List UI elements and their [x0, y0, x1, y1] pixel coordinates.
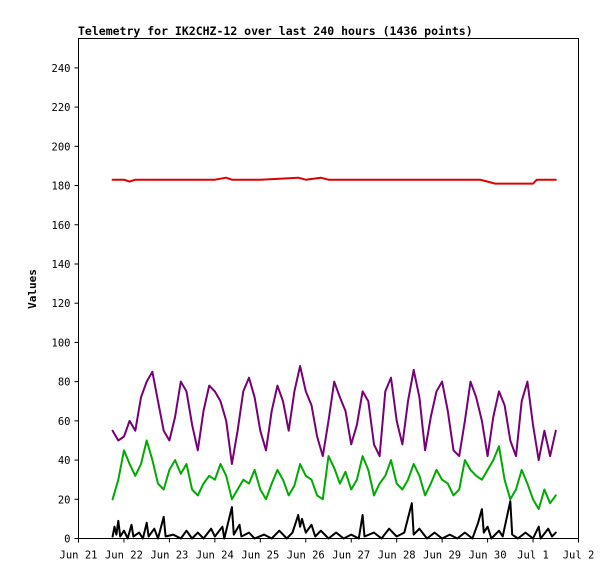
- series-line-4: [111, 500, 557, 540]
- y-tick-label: 20: [58, 494, 71, 506]
- y-tick-label: 120: [52, 298, 71, 310]
- y-tick-label: 220: [52, 102, 71, 114]
- series-lines: [111, 176, 557, 540]
- x-tick-label: Jun 21: [60, 550, 98, 562]
- series-line-3: [111, 439, 557, 511]
- y-tick-label: 200: [52, 141, 71, 153]
- x-tick-label: Jun 27: [332, 550, 370, 562]
- x-tick-label: Jun 25: [241, 550, 279, 562]
- x-axis: Jun 21 Jun 22 Jun 23 Jun 24 Jun 25 Jun 26 Jun …: [60, 538, 595, 562]
- x-tick-label: Jun 24: [196, 550, 234, 562]
- x-tick-label: Jul 2: [563, 550, 595, 562]
- y-tick-label: 240: [52, 63, 71, 75]
- x-tick-label: Jul 1: [517, 550, 549, 562]
- x-tick-label: Jun 22: [105, 550, 143, 562]
- y-tick-label: 80: [58, 377, 71, 389]
- y-tick-label: 60: [58, 416, 71, 428]
- series-line-1: [111, 176, 557, 185]
- y-tick-label: 100: [52, 337, 71, 349]
- series-line-2: [111, 365, 557, 465]
- x-tick-label: Jun 26: [287, 550, 325, 562]
- chart-title: Telemetry for IK2CHZ-12 over last 240 ho…: [78, 24, 473, 38]
- y-tick-label: 0: [64, 534, 70, 546]
- y-tick-label: 140: [52, 259, 71, 271]
- x-tick-label: Jun 28: [378, 550, 416, 562]
- x-tick-label: Jun 29: [423, 550, 461, 562]
- x-tick-label: Jun 23: [150, 550, 188, 562]
- y-tick-label: 160: [52, 220, 71, 232]
- y-tick-label: 180: [52, 181, 71, 193]
- y-axis-label: Values: [26, 269, 39, 309]
- x-tick-label: Jun 30: [469, 550, 507, 562]
- y-tick-label: 40: [58, 455, 71, 467]
- y-axis: 0 20 40 60 80 100 120 140 160 180 200 220 240: [52, 63, 79, 546]
